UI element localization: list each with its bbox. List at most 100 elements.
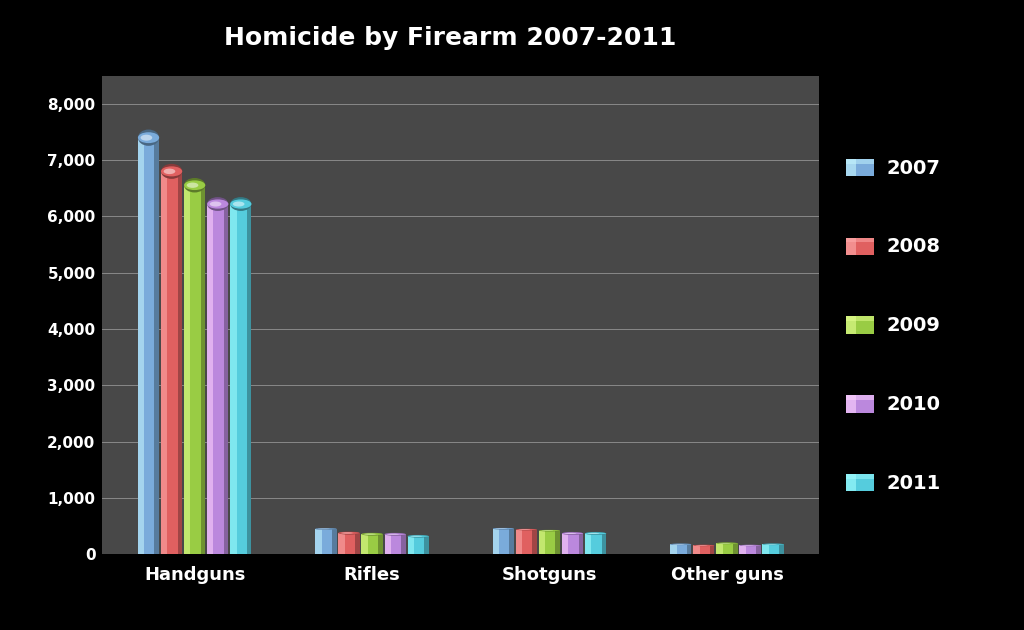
Ellipse shape — [719, 543, 731, 544]
Ellipse shape — [385, 533, 406, 536]
Ellipse shape — [186, 183, 199, 188]
Ellipse shape — [562, 532, 584, 534]
Ellipse shape — [408, 535, 429, 537]
Bar — [385, 534, 406, 554]
Bar — [516, 529, 522, 554]
Ellipse shape — [230, 200, 252, 209]
Bar — [562, 534, 584, 554]
Ellipse shape — [232, 202, 245, 207]
Bar — [493, 529, 499, 554]
Ellipse shape — [341, 532, 352, 534]
Bar — [670, 544, 691, 554]
Text: 2007: 2007 — [887, 159, 941, 178]
Ellipse shape — [493, 528, 514, 529]
Bar — [361, 534, 383, 554]
Bar — [138, 138, 144, 554]
Ellipse shape — [338, 532, 359, 534]
Ellipse shape — [210, 202, 221, 207]
Bar — [710, 546, 715, 554]
Ellipse shape — [539, 530, 560, 531]
Bar — [756, 546, 761, 554]
Bar — [230, 204, 252, 554]
Bar — [516, 529, 537, 554]
Ellipse shape — [585, 532, 606, 534]
Bar — [532, 529, 537, 554]
Ellipse shape — [387, 534, 399, 535]
Ellipse shape — [184, 180, 205, 190]
Ellipse shape — [763, 544, 783, 545]
Ellipse shape — [365, 534, 376, 535]
Bar — [739, 546, 745, 554]
Bar — [687, 544, 691, 554]
Ellipse shape — [140, 135, 153, 140]
Ellipse shape — [693, 545, 715, 546]
Bar — [207, 204, 213, 554]
Bar — [315, 529, 322, 554]
Ellipse shape — [516, 529, 537, 530]
Ellipse shape — [164, 169, 175, 174]
Ellipse shape — [493, 528, 514, 529]
Bar — [155, 138, 159, 554]
Bar — [763, 544, 769, 554]
Bar — [177, 171, 182, 554]
Bar — [585, 534, 592, 554]
Bar — [138, 138, 159, 554]
Bar — [539, 530, 545, 554]
Bar — [717, 543, 723, 554]
Ellipse shape — [670, 544, 691, 545]
Ellipse shape — [161, 166, 182, 176]
Bar — [693, 546, 699, 554]
Bar — [201, 185, 205, 554]
Bar — [247, 204, 252, 554]
Bar — [693, 546, 715, 554]
Ellipse shape — [361, 533, 383, 535]
Bar — [779, 544, 783, 554]
Ellipse shape — [338, 532, 359, 534]
Ellipse shape — [739, 545, 761, 546]
Bar — [739, 546, 761, 554]
Bar — [184, 185, 190, 554]
Bar — [509, 529, 514, 554]
Ellipse shape — [717, 542, 737, 544]
Ellipse shape — [361, 533, 383, 536]
Ellipse shape — [408, 536, 429, 537]
Ellipse shape — [739, 545, 761, 546]
Ellipse shape — [717, 542, 737, 544]
Ellipse shape — [693, 545, 715, 546]
Ellipse shape — [161, 164, 182, 179]
Text: 2011: 2011 — [887, 474, 941, 493]
Bar — [401, 534, 406, 554]
Text: Homicide by Firearm 2007-2011: Homicide by Firearm 2007-2011 — [224, 26, 677, 50]
Bar — [763, 544, 783, 554]
Bar — [408, 536, 429, 554]
Ellipse shape — [763, 544, 783, 545]
Ellipse shape — [588, 533, 599, 534]
Bar — [601, 534, 606, 554]
Ellipse shape — [516, 529, 537, 530]
Bar — [338, 533, 359, 554]
Bar — [385, 534, 391, 554]
Bar — [408, 536, 414, 554]
Bar — [562, 534, 568, 554]
Ellipse shape — [207, 197, 228, 211]
Ellipse shape — [207, 200, 228, 209]
Ellipse shape — [411, 536, 422, 537]
Bar — [361, 534, 368, 554]
Ellipse shape — [138, 132, 159, 143]
Bar — [355, 533, 359, 554]
Bar — [338, 533, 345, 554]
Text: 2009: 2009 — [887, 316, 941, 335]
Bar — [579, 534, 584, 554]
Bar — [207, 204, 228, 554]
Ellipse shape — [184, 178, 205, 193]
Ellipse shape — [585, 532, 606, 535]
Bar — [733, 543, 737, 554]
Bar — [539, 530, 560, 554]
Bar — [424, 536, 429, 554]
Bar — [493, 529, 514, 554]
Bar — [332, 529, 337, 554]
Ellipse shape — [230, 197, 252, 211]
Ellipse shape — [564, 533, 577, 534]
Bar — [223, 204, 228, 554]
Ellipse shape — [315, 528, 337, 530]
